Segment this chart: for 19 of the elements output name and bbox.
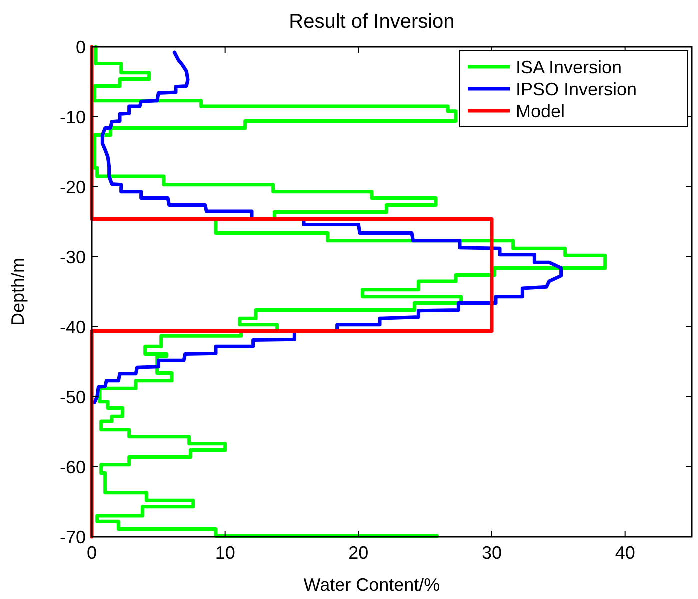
y-tick-label: -70 — [60, 527, 86, 548]
y-tick-label: -60 — [60, 457, 86, 478]
chart-title: Result of Inversion — [289, 11, 455, 33]
x-tick-label: 40 — [615, 543, 636, 563]
x-tick-label: 10 — [215, 543, 236, 563]
x-tick-label: 30 — [482, 543, 502, 563]
y-tick-label: -50 — [60, 387, 86, 408]
y-tick-label: -20 — [60, 177, 86, 198]
y-tick-label: -40 — [60, 317, 86, 338]
x-tick-label: 20 — [348, 543, 369, 563]
x-axis-title: Water Content/% — [304, 575, 440, 595]
line-series — [90, 45, 494, 539]
y-tick-label: 0 — [76, 37, 86, 58]
y-axis-title: Depth/m — [8, 258, 28, 326]
y-tick-label: -30 — [60, 247, 86, 268]
legend-label: IPSO Inversion — [516, 79, 638, 100]
legend-label: Model — [516, 101, 566, 122]
y-tick-label: -10 — [60, 107, 86, 128]
legend-label: ISA Inversion — [516, 57, 622, 78]
